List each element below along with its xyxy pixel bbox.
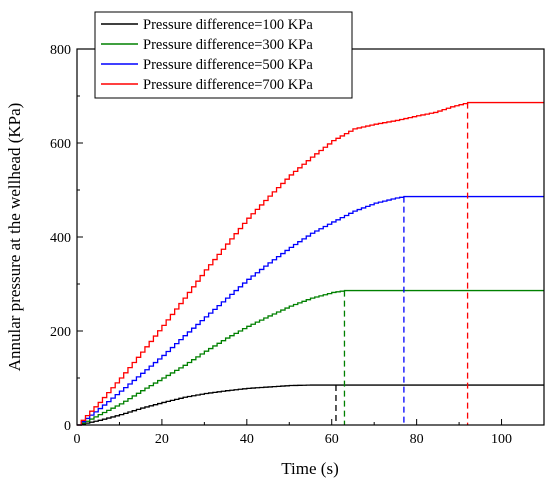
- series-line-2: [77, 289, 544, 426]
- y-tick-label: 400: [50, 231, 71, 246]
- series-line-3: [77, 195, 544, 426]
- y-tick-label: 0: [64, 419, 71, 434]
- y-tick-label: 800: [50, 43, 71, 58]
- y-tick-label: 600: [50, 137, 71, 152]
- x-tick-label: 20: [155, 432, 169, 447]
- x-tick-label: 100: [491, 432, 512, 447]
- x-tick-label: 40: [240, 432, 254, 447]
- legend-label-1: Pressure difference=100 KPa: [143, 17, 313, 33]
- legend-box: [94, 11, 353, 99]
- axes: 0 20 40 60 80 100 0 200 400 600 800: [50, 43, 512, 447]
- x-axis-title: Time (s): [281, 459, 338, 478]
- x-tick-label: 60: [325, 432, 339, 447]
- plot-area: [77, 49, 544, 425]
- series-line-1: [77, 384, 544, 426]
- legend: Pressure difference=100 KPa Pressure diff…: [94, 11, 353, 99]
- y-tick-label: 200: [50, 325, 71, 340]
- x-tick-label: 0: [74, 432, 81, 447]
- y-axis-title: Annular pressure at the wellhead (KPa): [5, 103, 24, 372]
- dashed-markers: [335, 102, 469, 425]
- legend-label-3: Pressure difference=500 KPa: [143, 57, 313, 73]
- legend-label-2: Pressure difference=300 KPa: [143, 37, 313, 53]
- legend-items: Pressure difference=100 KPa Pressure diff…: [101, 17, 313, 93]
- series-line-4: [77, 101, 544, 426]
- legend-label-4: Pressure difference=700 KPa: [143, 77, 313, 93]
- series-layer: [77, 101, 544, 426]
- x-tick-label: 80: [410, 432, 424, 447]
